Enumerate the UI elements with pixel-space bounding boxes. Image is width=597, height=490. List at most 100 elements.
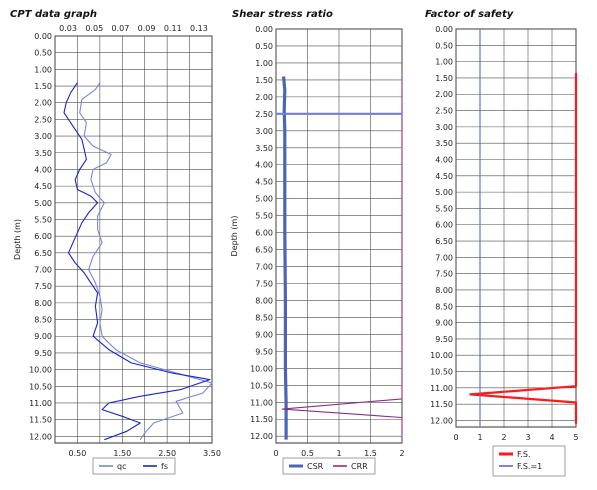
- chart-2-y-tick-label: 7.50: [255, 280, 273, 289]
- chart-1-x-top-tick-label: 0.03: [59, 24, 77, 33]
- chart-1-y-tick-label: 5.50: [34, 215, 52, 224]
- chart-3-legend-label: F.S.: [517, 450, 530, 459]
- chart-1-y-tick-label: 2.50: [34, 115, 52, 124]
- chart-2-legend: [282, 457, 376, 475]
- chart-3-y-tick-label: 10.00: [430, 351, 453, 360]
- chart-2-y-tick-label: 5.50: [255, 212, 273, 221]
- chart-1-series-qc-line: [79, 82, 213, 441]
- chart-3-y-tick-label: 3.50: [435, 139, 453, 148]
- chart-2-y-tick-label: 10.50: [250, 381, 273, 390]
- chart-1-y-tick-label: 6.00: [34, 232, 52, 241]
- chart-2-series-csr-line: [282, 76, 288, 440]
- chart-2-y-tick-label: 6.00: [255, 229, 273, 238]
- chart-3-y-tick-label: 7.50: [435, 270, 453, 279]
- chart-3-y-tick-label: 0.50: [435, 41, 453, 50]
- chart-2-y-tick-label: 4.50: [255, 178, 273, 187]
- chart-1-y-tick-label: 7.50: [34, 282, 52, 291]
- chart-3-y-tick-label: 1.50: [435, 74, 453, 83]
- chart-2-x-tick-label: 2: [399, 449, 404, 458]
- chart-2-y-tick-label: 2.00: [255, 93, 273, 102]
- chart-2-y-tick-label: 11.50: [250, 415, 273, 424]
- chart-3-y-tick-label: 9.00: [435, 319, 453, 328]
- chart-2-x-tick-label: 1: [336, 449, 341, 458]
- chart-3-y-tick-label: 5.50: [435, 204, 453, 213]
- chart-3-y-tick-label: 11.50: [430, 400, 453, 409]
- chart-1-x-tick-label: 3.50: [203, 449, 221, 458]
- chart-3-legend-label: F.S.=1: [517, 462, 542, 471]
- chart-2-legend-label: CRR: [351, 462, 368, 471]
- chart-1-y-tick-label: 5.00: [34, 199, 52, 208]
- chart-1-y-tick-label: 4.50: [34, 182, 52, 191]
- chart-1-legend: [92, 457, 176, 475]
- chart-3-y-tick-label: 5.00: [435, 188, 453, 197]
- chart-1-x-top-tick-label: 0.09: [138, 24, 156, 33]
- chart-1-y-tick-label: 11.50: [29, 416, 52, 425]
- chart-3-y-tick-label: 12.00: [430, 416, 453, 425]
- chart-3-plot-area: [455, 28, 577, 428]
- chart-1-x-top-tick-label: 0.05: [85, 24, 103, 33]
- chart-2-y-tick-label: 6.50: [255, 246, 273, 255]
- chart-2-y-tick-label: 0.50: [255, 42, 273, 51]
- chart-3-y-tick-label: 4.50: [435, 172, 453, 181]
- chart-1-y-tick-label: 9.00: [34, 332, 52, 341]
- chart-2-y-tick-label: 9.00: [255, 330, 273, 339]
- chart-1-y-tick-label: 12.00: [29, 432, 52, 441]
- chart-1-y-tick-label: 0.50: [34, 49, 52, 58]
- chart-3-y-tick-label: 6.00: [435, 221, 453, 230]
- chart-1-x-top-tick-label: 0.11: [164, 24, 182, 33]
- chart-2-title: Shear stress ratio: [232, 9, 333, 20]
- chart-1-y-tick-label: 10.50: [29, 382, 52, 391]
- chart-2-y-tick-label: 7.00: [255, 263, 273, 272]
- chart-2-y-tick-label: 0.00: [255, 25, 273, 34]
- chart-1-y-tick-label: 3.50: [34, 149, 52, 158]
- chart-1-title: CPT data graph: [10, 9, 97, 20]
- chart-1-y-tick-label: 8.00: [34, 299, 52, 308]
- chart-1-y-tick-label: 11.00: [29, 399, 52, 408]
- chart-1-x-top-tick-label: 0.13: [190, 24, 208, 33]
- chart-3-y-tick-label: 6.50: [435, 237, 453, 246]
- chart-1-y-tick-label: 4.00: [34, 165, 52, 174]
- chart-1-y-tick-label: 7.00: [34, 266, 52, 275]
- chart-1-x-tick-label: 0.50: [69, 449, 87, 458]
- chart-1-plot-area: [54, 35, 213, 444]
- chart-3-y-tick-label: 1.00: [435, 58, 453, 67]
- chart-3-y-tick-label: 7.00: [435, 253, 453, 262]
- chart-3-title: Factor of safety: [425, 9, 514, 20]
- chart-1-y-tick-label: 1.50: [34, 82, 52, 91]
- chart-1-x-top-tick-label: 0.07: [112, 24, 130, 33]
- chart-2-y-tick-label: 8.50: [255, 313, 273, 322]
- chart-1-y-tick-label: 8.50: [34, 316, 52, 325]
- chart-3-y-tick-label: 4.00: [435, 155, 453, 164]
- chart-2-y-tick-label: 8.00: [255, 296, 273, 305]
- chart-3-y-tick-label: 11.00: [430, 384, 453, 393]
- chart-2-y-tick-label: 3.00: [255, 127, 273, 136]
- chart-2-y-axis-label: Depth (m): [230, 216, 239, 257]
- chart-3-y-tick-label: 2.00: [435, 90, 453, 99]
- chart-2-series-crr-line: [281, 76, 403, 440]
- chart-2-y-tick-label: 5.00: [255, 195, 273, 204]
- chart-3-x-tick-label: 4: [549, 433, 554, 442]
- chart-1-y-tick-label: 3.00: [34, 132, 52, 141]
- chart-3-x-tick-label: 1: [477, 433, 482, 442]
- chart-2-y-tick-label: 12.00: [250, 432, 273, 441]
- chart-2-y-tick-label: 3.50: [255, 144, 273, 153]
- chart-1-y-tick-label: 10.00: [29, 366, 52, 375]
- chart-3-y-tick-label: 10.50: [430, 368, 453, 377]
- chart-2-x-tick-label: 1.5: [364, 449, 377, 458]
- chart-1-series-fs-line: [63, 82, 211, 441]
- chart-2-x-tick-label: 0.5: [301, 449, 314, 458]
- chart-1-y-tick-label: 9.50: [34, 349, 52, 358]
- chart-2-y-tick-label: 9.50: [255, 347, 273, 356]
- chart-3-y-tick-label: 3.00: [435, 123, 453, 132]
- chart-1-legend-label: fs: [161, 462, 168, 471]
- chart-3-x-tick-label: 3: [525, 433, 530, 442]
- chart-3-y-tick-label: 8.50: [435, 302, 453, 311]
- chart-2-y-tick-label: 11.00: [250, 398, 273, 407]
- chart-2-x-tick-label: 0: [273, 449, 278, 458]
- chart-1-y-tick-label: 2.00: [34, 99, 52, 108]
- chart-3-y-tick-label: 9.50: [435, 335, 453, 344]
- chart-2-y-tick-label: 1.50: [255, 76, 273, 85]
- chart-1-y-tick-label: 1.00: [34, 65, 52, 74]
